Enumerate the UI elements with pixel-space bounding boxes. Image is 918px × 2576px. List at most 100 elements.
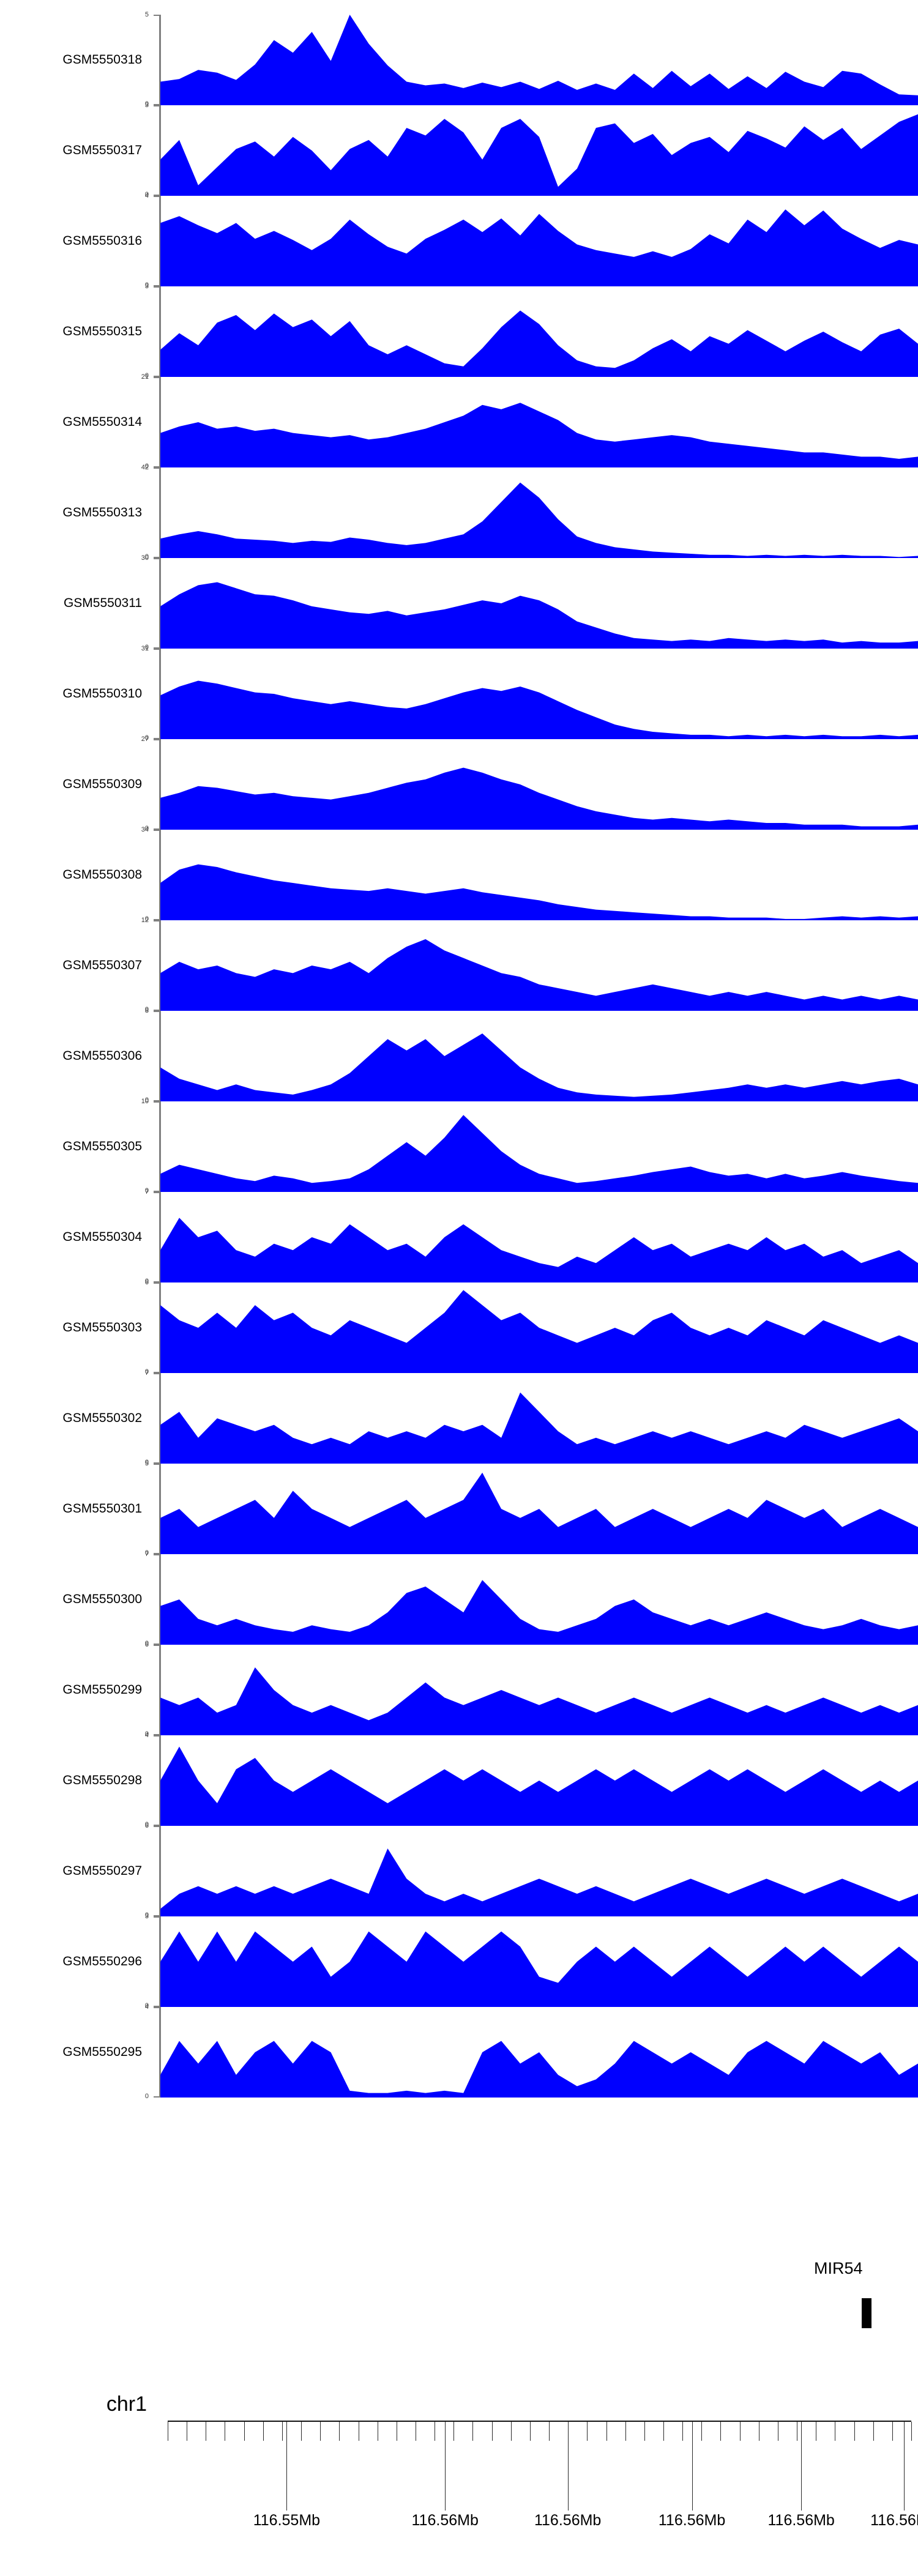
y-tick-mark (154, 1644, 159, 1645)
y-tick-mark (154, 1553, 159, 1554)
coverage-track-GSM5550300[interactable]: GSM5550300 7 0 (0, 1551, 918, 1647)
coverage-track-GSM5550318[interactable]: GSM5550318 5 0 (0, 12, 918, 108)
coverage-track-GSM5550314[interactable]: GSM5550314 21 0 (0, 374, 918, 470)
y-axis-spine (159, 1735, 161, 1826)
y-tick-mark (154, 1734, 159, 1735)
y-tick-label: 0 (144, 1187, 149, 1194)
coverage-track-GSM5550298[interactable]: GSM5550298 4 0 (0, 1732, 918, 1828)
coverage-signal-area[interactable] (160, 1735, 918, 1826)
y-tick-mark (154, 1101, 159, 1103)
y-tick-label: 4 (144, 192, 149, 199)
y-tick-mark (154, 1010, 159, 1011)
coverage-signal-area[interactable] (160, 196, 918, 286)
y-axis-spine (159, 830, 161, 920)
track-label: GSM5550306 (62, 1049, 142, 1063)
axis-minor-tick (892, 2422, 893, 2441)
coverage-signal-area[interactable] (160, 1192, 918, 1282)
coverage-signal-area[interactable] (160, 286, 918, 377)
gene-annotation-track[interactable]: MIR54 (0, 2239, 918, 2362)
coverage-signal-area[interactable] (160, 1464, 918, 1554)
coverage-track-GSM5550313[interactable]: GSM5550313 42 0 (0, 464, 918, 560)
coverage-signal-area[interactable] (160, 1826, 918, 1916)
y-tick-label: 12 (141, 917, 149, 924)
coverage-track-GSM5550304[interactable]: GSM5550304 7 0 (0, 1188, 918, 1285)
coverage-signal-area[interactable] (160, 830, 918, 920)
coverage-signal-area[interactable] (160, 1916, 918, 2007)
coverage-signal-area[interactable] (160, 649, 918, 739)
coverage-signal-area[interactable] (160, 1101, 918, 1192)
coverage-track-GSM5550307[interactable]: GSM5550307 12 0 (0, 917, 918, 1013)
axis-major-tick (286, 2422, 288, 2511)
y-tick-mark (154, 377, 159, 378)
coverage-track-GSM5550308[interactable]: GSM5550308 34 0 (0, 826, 918, 923)
track-label: GSM5550317 (62, 143, 142, 157)
coverage-signal-area[interactable] (160, 1645, 918, 1735)
coverage-track-GSM5550305[interactable]: GSM5550305 10 0 (0, 1098, 918, 1194)
axis-tick-label: 116.56Mb (870, 2512, 918, 2529)
coverage-signal-area[interactable] (160, 739, 918, 830)
y-axis-spine (159, 196, 161, 286)
coverage-signal-area[interactable] (160, 467, 918, 558)
y-tick-label: 0 (144, 2093, 149, 2100)
coverage-signal-area[interactable] (160, 105, 918, 196)
coverage-signal-area[interactable] (160, 1373, 918, 1464)
y-tick-label: 0 (144, 1368, 149, 1375)
gene-feature-box[interactable] (862, 2298, 871, 2328)
coverage-signal-area[interactable] (160, 2007, 918, 2098)
y-tick-label: 34 (141, 826, 149, 833)
coverage-track-GSM5550309[interactable]: GSM5550309 27 0 (0, 735, 918, 832)
coverage-track-GSM5550301[interactable]: GSM5550301 5 0 (0, 1461, 918, 1557)
y-tick-mark (154, 920, 159, 921)
y-tick-mark (154, 467, 159, 469)
coverage-track-GSM5550295[interactable]: GSM5550295 4 0 (0, 2004, 918, 2100)
y-axis-spine (159, 739, 161, 830)
y-tick-label: 0 (144, 1549, 149, 1557)
coverage-track-GSM5550315[interactable]: GSM5550315 3 0 (0, 283, 918, 379)
coverage-signal-area[interactable] (160, 377, 918, 467)
coverage-track-GSM5550297[interactable]: GSM5550297 6 0 (0, 1823, 918, 1919)
coverage-track-GSM5550316[interactable]: GSM5550316 4 0 (0, 192, 918, 289)
track-label: GSM5550305 (62, 1139, 142, 1153)
y-tick-label: 7 (144, 1188, 149, 1196)
track-label: GSM5550318 (62, 53, 142, 67)
y-tick-label: 4 (144, 1732, 149, 1739)
axis-tick-label: 116.56Mb (534, 2512, 602, 2529)
y-axis-spine (159, 558, 161, 649)
y-tick-label: 27 (141, 735, 149, 743)
track-label: GSM5550314 (62, 415, 142, 429)
track-label: GSM5550295 (62, 2045, 142, 2059)
coverage-track-GSM5550306[interactable]: GSM5550306 8 0 (0, 1008, 918, 1104)
coverage-signal-area[interactable] (160, 920, 918, 1011)
track-label: GSM5550297 (62, 1864, 142, 1878)
y-tick-mark (154, 1373, 159, 1374)
track-label: GSM5550296 (62, 1954, 142, 1968)
y-axis-spine (159, 1373, 161, 1464)
coverage-track-GSM5550310[interactable]: GSM5550310 31 0 (0, 646, 918, 742)
y-axis-spine (159, 1192, 161, 1282)
coverage-track-GSM5550299[interactable]: GSM5550299 6 0 (0, 1642, 918, 1738)
axis-minor-tick (244, 2422, 245, 2441)
y-axis-spine (159, 105, 161, 196)
axis-minor-tick (606, 2422, 607, 2441)
coverage-signal-area[interactable] (160, 1554, 918, 1645)
coverage-signal-area[interactable] (160, 1282, 918, 1373)
coverage-track-GSM5550296[interactable]: GSM5550296 3 0 (0, 1913, 918, 2009)
coverage-track-GSM5550302[interactable]: GSM5550302 7 0 (0, 1370, 918, 1466)
chromosome-axis[interactable]: chr1 116.55Mb 116.56Mb 116.56Mb 116.56Mb 116… (0, 2386, 918, 2576)
coverage-track-GSM5550311[interactable]: GSM5550311 30 0 (0, 555, 918, 651)
y-tick-mark (154, 466, 159, 467)
coverage-track-GSM5550303[interactable]: GSM5550303 6 0 (0, 1279, 918, 1375)
y-tick-mark (154, 649, 159, 650)
coverage-signal-area[interactable] (160, 15, 918, 105)
y-axis-spine (159, 1282, 161, 1373)
y-tick-mark (154, 1554, 159, 1555)
track-label: GSM5550316 (62, 234, 142, 248)
y-tick-label: 0 (144, 1640, 149, 1647)
y-tick-mark (154, 105, 159, 106)
y-tick-label: 0 (144, 1096, 149, 1104)
y-tick-mark (154, 1281, 159, 1282)
coverage-signal-area[interactable] (160, 558, 918, 649)
coverage-signal-area[interactable] (160, 1011, 918, 1101)
coverage-track-GSM5550317[interactable]: GSM5550317 3 0 (0, 102, 918, 198)
